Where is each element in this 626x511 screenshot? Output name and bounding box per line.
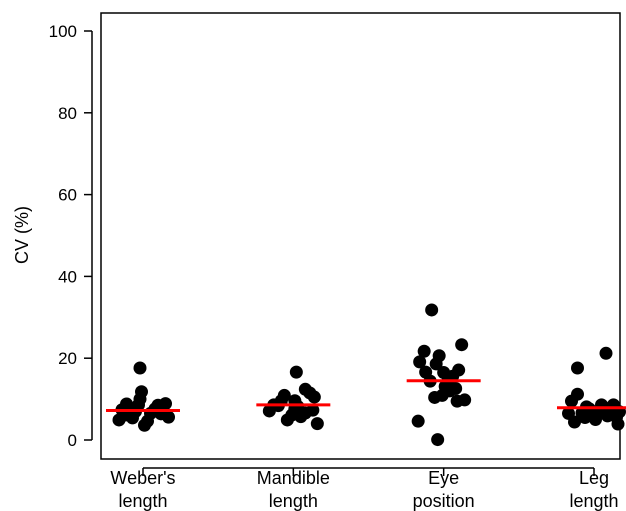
data-point — [135, 385, 148, 399]
data-point — [289, 365, 303, 379]
y-ticks: 0 20 40 60 80 100 — [49, 22, 92, 450]
y-tick-label: 100 — [49, 22, 77, 41]
y-tick-label: 40 — [58, 267, 77, 286]
data-point — [571, 387, 584, 401]
data-point — [432, 349, 446, 363]
y-tick-label: 20 — [58, 349, 77, 368]
data-point — [437, 366, 451, 380]
data-point — [431, 433, 445, 447]
y-tick-label: 60 — [58, 186, 77, 205]
data-point — [568, 415, 581, 429]
data-point — [310, 417, 324, 431]
data-point — [458, 393, 472, 407]
x-tick-label-line1: Leg — [579, 468, 609, 488]
y-axis-title: CV (%) — [12, 206, 32, 264]
data-point — [306, 403, 320, 417]
data-point — [599, 346, 613, 360]
data-point — [413, 355, 427, 369]
data-point — [123, 406, 136, 420]
data-point — [307, 390, 321, 404]
data-point — [417, 344, 431, 358]
data-point — [449, 381, 463, 395]
mean-lines — [106, 379, 626, 413]
plot-frame — [100, 12, 621, 460]
y-tick-label: 0 — [68, 431, 77, 450]
x-tick-label-line1: Mandible — [257, 468, 330, 488]
data-point — [291, 399, 305, 413]
data-point — [133, 361, 147, 375]
data-points — [112, 303, 626, 447]
data-point — [455, 338, 469, 352]
data-point — [425, 303, 439, 317]
data-point — [452, 363, 466, 377]
data-point — [277, 388, 291, 402]
data-point — [159, 397, 172, 411]
x-tick-label-line2: length — [118, 491, 167, 511]
data-point — [611, 417, 625, 431]
data-point — [411, 414, 425, 428]
x-tick-label-line1: Eye — [428, 468, 459, 488]
x-tick-label-line2: length — [569, 491, 618, 511]
x-tick-label-line2: length — [269, 491, 318, 511]
x-ticks: Weber's length Mandible length Eye position Le… — [110, 468, 619, 511]
data-point — [571, 361, 584, 375]
x-tick-label-line1: Weber's — [110, 468, 175, 488]
y-tick-label: 80 — [58, 104, 77, 123]
x-tick-label-line2: position — [413, 491, 475, 511]
